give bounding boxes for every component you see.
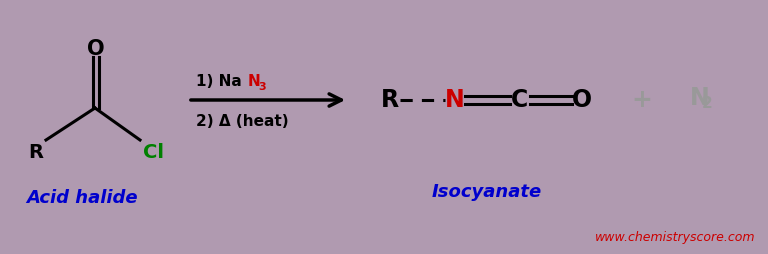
Text: N: N: [445, 88, 465, 112]
Text: N: N: [690, 86, 710, 110]
Text: N: N: [248, 74, 261, 89]
Text: +: +: [631, 88, 653, 112]
Text: R: R: [28, 142, 44, 162]
Text: www.chemistryscore.com: www.chemistryscore.com: [594, 231, 755, 245]
Text: Acid halide: Acid halide: [26, 189, 137, 207]
Text: Cl: Cl: [144, 142, 164, 162]
Text: O: O: [88, 39, 104, 59]
Text: 3: 3: [258, 82, 266, 92]
Text: 2) Δ (heat): 2) Δ (heat): [196, 115, 289, 130]
Text: O: O: [572, 88, 592, 112]
Text: 2: 2: [702, 97, 713, 112]
Text: 1) Na: 1) Na: [196, 74, 242, 89]
Text: C: C: [511, 88, 528, 112]
Text: R: R: [381, 88, 399, 112]
Text: Isocyanate: Isocyanate: [432, 183, 542, 201]
